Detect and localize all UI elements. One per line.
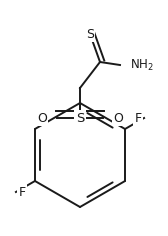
Text: S: S <box>76 111 84 125</box>
Text: S: S <box>86 28 94 41</box>
Text: NH$_2$: NH$_2$ <box>130 57 154 72</box>
Text: F: F <box>18 185 26 198</box>
Text: F: F <box>135 111 142 125</box>
Text: O: O <box>37 111 47 125</box>
Text: O: O <box>113 111 123 125</box>
